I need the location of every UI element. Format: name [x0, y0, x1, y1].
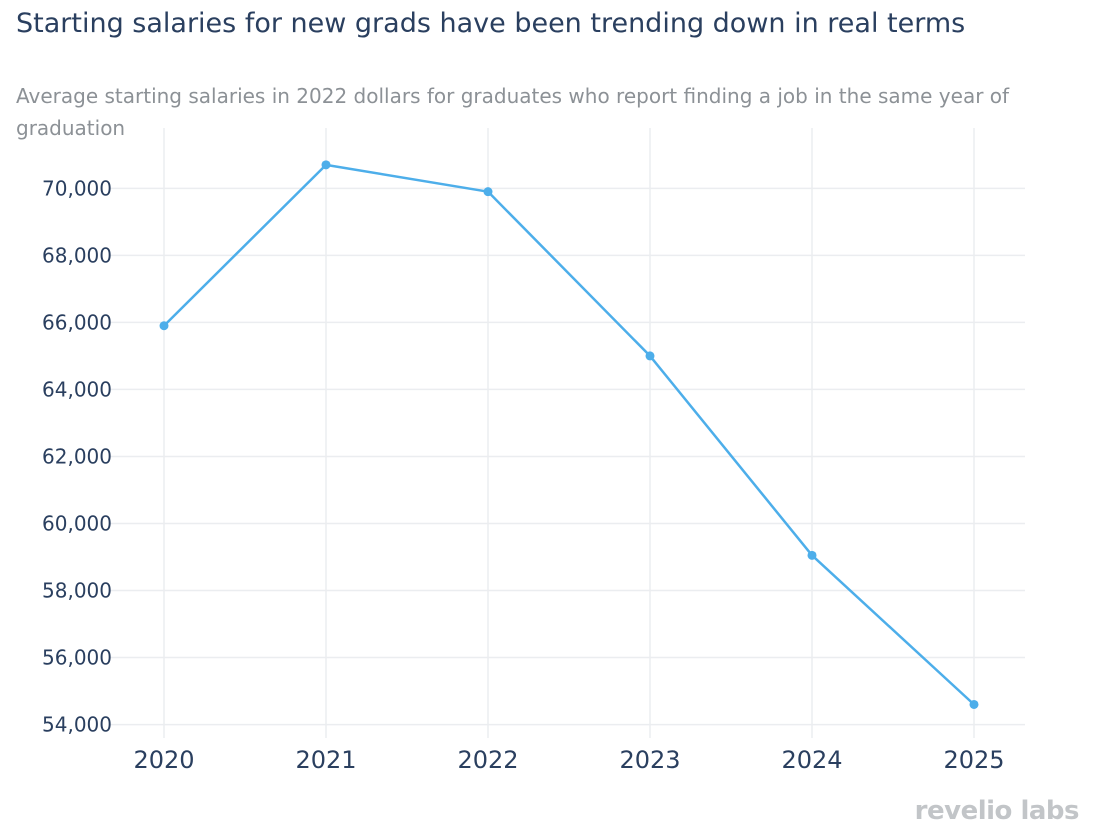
series-layer: [159, 160, 979, 709]
y-tick-label: 66,000: [42, 310, 112, 334]
x-tick-label: 2022: [457, 746, 518, 774]
y-tick-label: 54,000: [42, 713, 112, 737]
y-tick-label: 68,000: [42, 243, 112, 267]
x-tick-label: 2023: [619, 746, 680, 774]
data-point[interactable]: [969, 699, 979, 709]
chart-subtitle: Average starting salaries in 2022 dollar…: [16, 84, 1010, 140]
x-tick-label: 2025: [943, 746, 1004, 774]
y-tick-label: 58,000: [42, 579, 112, 603]
y-axis-ticks: 54,000 56,000 58,000 60,000 62,000 64,000 66,0…: [42, 176, 112, 736]
data-point[interactable]: [159, 321, 169, 331]
data-point[interactable]: [321, 160, 331, 170]
y-tick-label: 60,000: [42, 511, 112, 535]
data-point[interactable]: [483, 187, 493, 197]
grid-lines: [110, 128, 1025, 738]
data-point[interactable]: [807, 550, 817, 560]
x-tick-label: 2020: [133, 746, 194, 774]
revelio-labs-logo: revelio labs: [914, 796, 1080, 826]
y-tick-label: 56,000: [42, 646, 112, 670]
x-tick-label: 2021: [295, 746, 356, 774]
x-tick-label: 2024: [781, 746, 842, 774]
data-point[interactable]: [645, 351, 655, 361]
y-tick-label: 62,000: [42, 444, 112, 468]
chart-title: Starting salaries for new grads have bee…: [16, 8, 966, 39]
y-tick-label: 64,000: [42, 377, 112, 401]
y-tick-label: 70,000: [42, 176, 112, 200]
x-axis-ticks: 2020 2021 2022 2023 2024 2025: [133, 746, 1004, 774]
series-line: [163, 163, 975, 706]
